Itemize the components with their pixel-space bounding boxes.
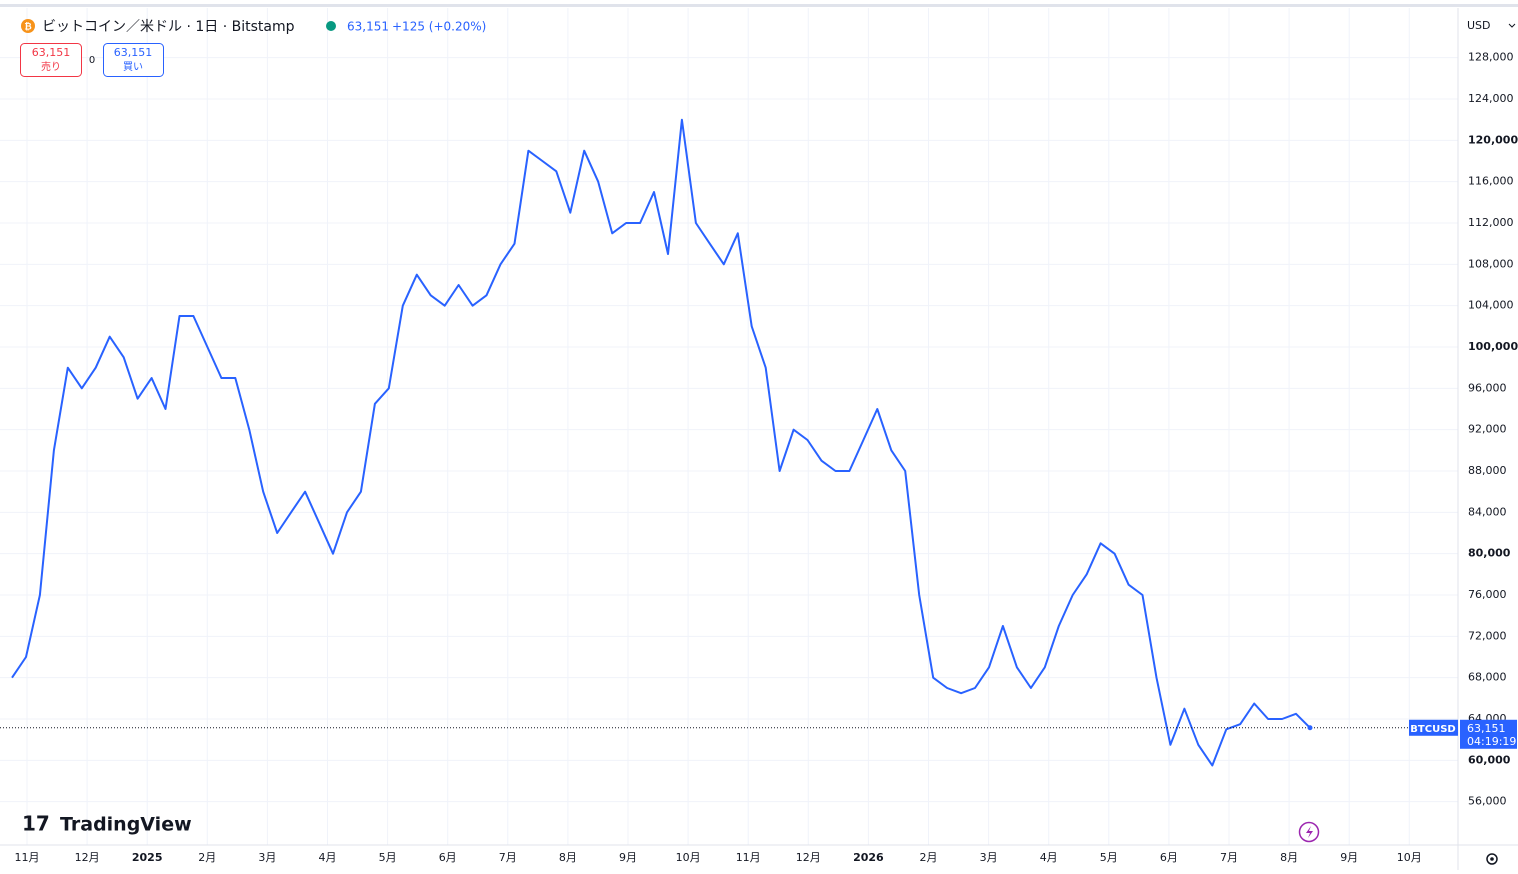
x-tick-label: 4月: [319, 851, 337, 864]
price: 63,151: [347, 20, 389, 34]
top-border: [0, 4, 1518, 7]
y-tick-label: 84,000: [1468, 505, 1507, 518]
x-tick-label: 4月: [1040, 851, 1058, 864]
x-tick-label: 11月: [736, 851, 761, 864]
x-tick-label: 6月: [1160, 851, 1178, 864]
status-dot: [326, 21, 336, 31]
buy-label: 買い: [123, 61, 143, 73]
x-tick-label: 11月: [15, 851, 40, 864]
sell-price: 63,151: [32, 46, 71, 59]
y-tick-label: 108,000: [1468, 257, 1514, 270]
currency-arrow: [1508, 23, 1516, 28]
last-point: [1307, 725, 1313, 731]
y-tick-label: 92,000: [1468, 423, 1507, 436]
settings-dot: [1490, 857, 1494, 861]
x-tick-label: 2025: [132, 851, 163, 864]
lightning-bolt: [1306, 826, 1313, 838]
y-tick-label: 72,000: [1468, 629, 1507, 642]
x-tick-label: 12月: [75, 851, 100, 864]
x-tick-label: 7月: [499, 851, 517, 864]
x-tick-label: 10月: [1397, 851, 1422, 864]
settings-icon[interactable]: [1486, 853, 1498, 865]
coin-icon: [21, 19, 35, 33]
y-tick-label: 100,000: [1468, 340, 1518, 353]
y-tick-label: 112,000: [1468, 216, 1514, 229]
x-tick-label: 9月: [1340, 851, 1358, 864]
y-tick-label: 56,000: [1468, 795, 1507, 808]
y-tick-label: 120,000: [1468, 133, 1518, 146]
x-tick-label: 7月: [1220, 851, 1238, 864]
x-tick-label: 5月: [379, 851, 397, 864]
x-tick-label: 10月: [676, 851, 701, 864]
spread: 0: [89, 55, 95, 66]
x-tick-label: 8月: [1280, 851, 1298, 864]
x-tick-label: 9月: [619, 851, 637, 864]
x-tick-label: 2月: [920, 851, 938, 864]
x-tick-label: 2026: [853, 851, 884, 864]
y-tick-label: 60,000: [1468, 753, 1511, 766]
y-tick-label: 76,000: [1468, 588, 1507, 601]
x-tick-label: 3月: [980, 851, 998, 864]
y-tick-label: 104,000: [1468, 299, 1514, 312]
y-tick-label: 128,000: [1468, 51, 1514, 64]
sell-label: 売り: [41, 60, 61, 73]
countdown: 04:19:19: [1467, 735, 1516, 748]
buy-button[interactable]: [103, 43, 164, 77]
currency[interactable]: USD: [1467, 19, 1491, 32]
y-tick-label: 80,000: [1468, 547, 1511, 560]
y-tick-label: 124,000: [1468, 92, 1514, 105]
price-tag: [1460, 719, 1517, 749]
x-tick-label: 2月: [198, 851, 216, 864]
change: +125 (+0.20%): [392, 20, 486, 34]
coin-symbol: ₿: [24, 22, 31, 33]
x-tick-label: 12月: [796, 851, 821, 864]
x-tick-label: 8月: [559, 851, 577, 864]
y-tick-label: 116,000: [1468, 175, 1514, 188]
logo: TradingView: [60, 814, 192, 836]
buy-price: 63,151: [114, 46, 153, 59]
y-tick-label: 96,000: [1468, 381, 1507, 394]
lightning-icon[interactable]: [1298, 821, 1320, 843]
series-tag: [1409, 719, 1458, 736]
price-line: [11, 118, 1311, 767]
x-tick-label: 6月: [439, 851, 457, 864]
series-name: BTCUSD: [1410, 724, 1455, 735]
x-tick-label: 5月: [1100, 851, 1118, 864]
price-tag-label: 63,151: [1467, 722, 1506, 735]
y-tick-label: 68,000: [1468, 671, 1507, 684]
logo-mark: 17: [22, 812, 50, 836]
y-tick-label: 88,000: [1468, 464, 1507, 477]
chart-title: ビットコイン／米ドル · 1日 · Bitstamp: [42, 19, 295, 35]
x-tick-label: 3月: [258, 851, 276, 864]
sell-button[interactable]: [20, 43, 82, 77]
